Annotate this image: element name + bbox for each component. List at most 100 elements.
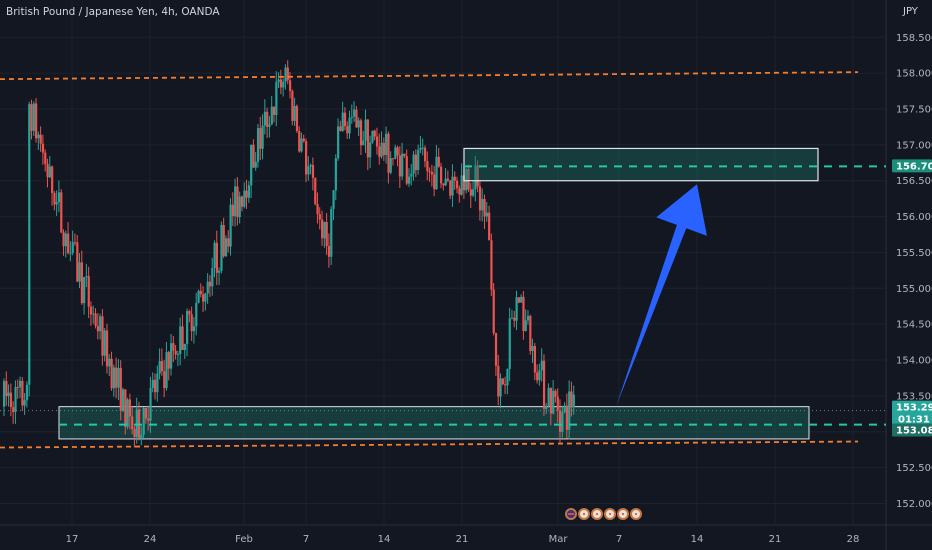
candle-body	[298, 130, 301, 152]
resistance-trendline[interactable]	[0, 71, 859, 81]
candle-body	[417, 149, 420, 171]
candle-body	[341, 112, 344, 131]
candle-body	[64, 233, 67, 247]
price-tag-low[interactable]	[892, 423, 932, 437]
candle-body	[391, 158, 395, 160]
candle-body	[531, 346, 534, 351]
candle-body	[245, 190, 248, 198]
candle-body	[533, 346, 537, 373]
candle-body	[256, 128, 260, 162]
candle-body	[325, 221, 328, 247]
candle-body	[16, 387, 19, 389]
candle-body	[494, 333, 498, 366]
candle-body	[190, 314, 193, 332]
candle-body	[204, 293, 207, 302]
candle-body	[387, 133, 390, 173]
japan-event-icon[interactable]	[578, 508, 590, 520]
japan-event-icon[interactable]	[591, 508, 603, 520]
candle-body	[154, 379, 157, 393]
candle-body	[389, 158, 392, 173]
candle-body	[353, 109, 356, 117]
candle-body	[87, 276, 90, 307]
price-tick-label: 153.500	[896, 391, 932, 402]
candle-body	[547, 387, 550, 407]
price-tick-label: 152.000	[896, 499, 932, 510]
japan-event-icon[interactable]	[630, 508, 642, 520]
candle-body	[186, 311, 189, 344]
candle-body	[332, 190, 335, 209]
candle-body	[165, 352, 168, 388]
candle-body	[366, 119, 369, 158]
time-tick-label: 24	[144, 534, 157, 545]
candle-body	[472, 189, 475, 196]
candle-body	[250, 144, 253, 186]
economic-events[interactable]	[565, 508, 642, 520]
candle-body	[549, 387, 553, 414]
candle-body	[108, 358, 111, 367]
projection-arrow[interactable]	[616, 184, 707, 407]
candle-body	[252, 144, 255, 168]
candle-body	[540, 360, 543, 371]
candle-body	[421, 147, 424, 149]
candle-body	[28, 104, 31, 385]
candle-body	[247, 185, 251, 198]
price-tag-label: 153.087	[896, 426, 932, 437]
candle-body	[131, 416, 134, 430]
candle-body	[149, 387, 152, 421]
candle-body	[80, 262, 83, 304]
candle-body	[483, 198, 486, 217]
candle-body	[558, 410, 562, 432]
candle-body	[103, 330, 106, 356]
candle-body	[213, 242, 216, 268]
candle-body	[497, 365, 500, 397]
candle-body	[236, 186, 239, 218]
candle-body	[60, 192, 63, 233]
candle-body	[240, 196, 244, 207]
candle-body	[492, 289, 495, 334]
candle-body	[515, 297, 518, 321]
target-zone[interactable]	[463, 147, 819, 182]
candle-body	[522, 296, 525, 332]
candle-body	[30, 104, 33, 131]
candle-body	[476, 165, 479, 187]
candle-body	[183, 343, 186, 350]
price-tag-target[interactable]	[892, 159, 932, 173]
price-tag-bid[interactable]	[892, 400, 932, 427]
support-zone[interactable]	[58, 406, 810, 440]
candle-body	[321, 219, 324, 239]
candle-body	[568, 391, 571, 430]
candle-body	[110, 358, 113, 389]
uk-flag-event-icon[interactable]	[565, 508, 577, 520]
candle-body	[435, 156, 438, 190]
candle-body	[158, 361, 161, 374]
candle-body	[55, 202, 58, 205]
price-tag-label: 156.700	[896, 161, 932, 172]
candle-body	[382, 142, 386, 155]
candle-body	[474, 165, 477, 190]
candle-body	[89, 306, 93, 315]
candle-body	[467, 168, 470, 190]
candle-body	[316, 204, 319, 215]
support-trendline[interactable]	[0, 440, 859, 449]
candle-body	[485, 212, 488, 217]
candle-body	[279, 79, 283, 88]
candle-body	[35, 103, 38, 139]
candle-body	[570, 391, 573, 408]
japan-event-icon[interactable]	[617, 508, 629, 520]
candle-body	[442, 183, 445, 186]
candle-body	[170, 343, 173, 369]
candle-body	[458, 188, 461, 195]
candle-body	[39, 134, 42, 144]
candle-body	[224, 238, 228, 257]
candle-body	[380, 142, 383, 157]
candle-body	[378, 146, 381, 157]
candle-body	[291, 90, 294, 121]
candle-body	[174, 350, 177, 355]
candle-body	[21, 380, 24, 406]
candle-body	[302, 138, 305, 142]
price-tick-label: 155.500	[896, 248, 932, 259]
candle-body	[284, 67, 287, 82]
candle-body	[51, 166, 54, 193]
japan-event-icon[interactable]	[604, 508, 616, 520]
